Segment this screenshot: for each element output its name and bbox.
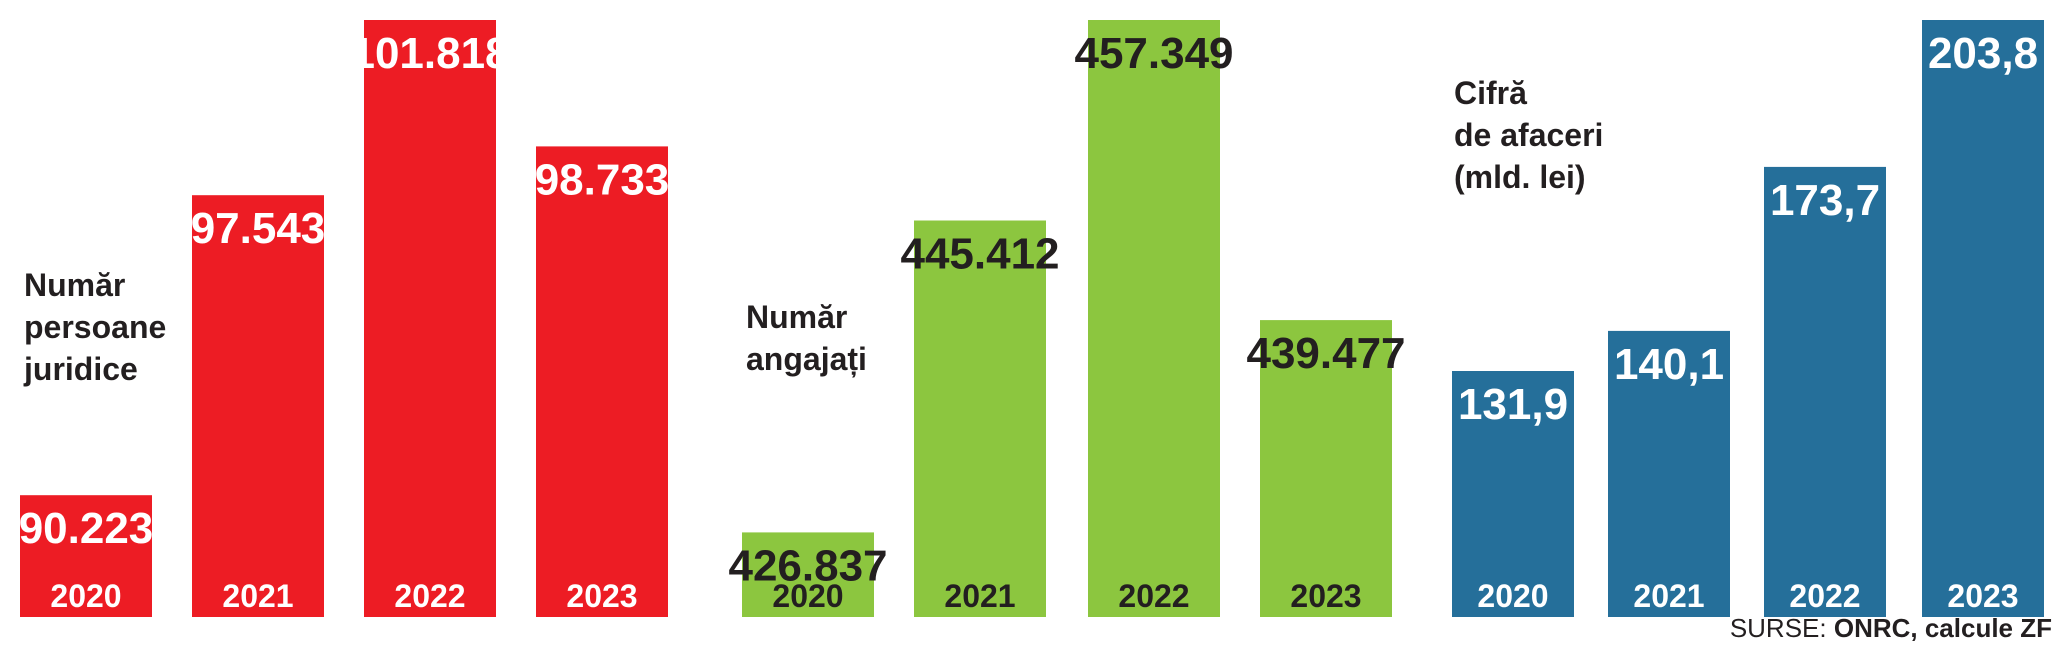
- bar-2020: [20, 495, 152, 617]
- bar-2022: [1088, 20, 1220, 617]
- panel-title-line: Număr: [746, 299, 847, 335]
- bar-year-label: 2022: [1118, 578, 1189, 614]
- bar-value-label: 457.349: [1074, 29, 1233, 78]
- bar-2021: [192, 195, 324, 617]
- bar-value-label: 101.818: [350, 29, 509, 78]
- bar-year-label: 2021: [222, 578, 293, 614]
- panel-title-line: angajați: [746, 341, 867, 377]
- panel-title-line: de afaceri: [1454, 117, 1603, 153]
- bar-year-label: 2021: [944, 578, 1015, 614]
- bar-year-label: 2022: [1789, 578, 1860, 614]
- bar-year-label: 2020: [50, 578, 121, 614]
- bar-value-label: 203,8: [1928, 29, 2038, 78]
- bar-value-label: 97.543: [191, 204, 326, 253]
- source-note: SURSE: ONRC, calcule ZF: [1730, 613, 2052, 644]
- panel-persoane-juridice: 90.223 2020 97.543 2021 101.818 2022 98.733 202…: [19, 20, 670, 617]
- source-text: ONRC, calcule ZF: [1833, 613, 2052, 643]
- panel-title-line: persoane: [24, 309, 166, 345]
- bar-2023: [1260, 320, 1392, 617]
- bar-2021: [914, 220, 1046, 617]
- bar-value-label: 140,1: [1614, 340, 1724, 389]
- panel-title-line: Cifră: [1454, 75, 1527, 111]
- bar-year-label: 2022: [394, 578, 465, 614]
- bar-value-label: 90.223: [19, 504, 154, 553]
- panel-title-line: Număr: [24, 267, 125, 303]
- bar-value-label: 173,7: [1770, 176, 1880, 225]
- bar-year-label: 2020: [1477, 578, 1548, 614]
- bar-year-label: 2020: [772, 578, 843, 614]
- bar-2022: [1764, 166, 1886, 617]
- bar-2020: [742, 532, 874, 617]
- bar-value-label: 131,9: [1458, 380, 1568, 429]
- bar-2021: [1608, 330, 1730, 617]
- source-prefix: SURSE:: [1729, 613, 1834, 643]
- bar-year-label: 2021: [1633, 578, 1704, 614]
- bar-2020: [1452, 371, 1574, 617]
- bar-2023: [1922, 20, 2044, 617]
- bar-value-label: 439.477: [1246, 329, 1405, 378]
- bar-year-label: 2023: [566, 578, 637, 614]
- bar-year-label: 2023: [1290, 578, 1361, 614]
- panel-cifra-afaceri: 131,9 2020 140,1 2021 173,7 2022 203,8 2023 Cifr…: [1452, 20, 2044, 617]
- bar-2022: [364, 20, 496, 617]
- bar-2023: [536, 146, 668, 617]
- bar-value-label: 98.733: [535, 155, 670, 204]
- bar-year-label: 2023: [1947, 578, 2018, 614]
- bar-value-label: 426.837: [728, 541, 887, 590]
- bar-value-label: 445.412: [900, 230, 1059, 279]
- panel-title-line: (mld. lei): [1454, 159, 1586, 195]
- panel-title-line: juridice: [23, 351, 138, 387]
